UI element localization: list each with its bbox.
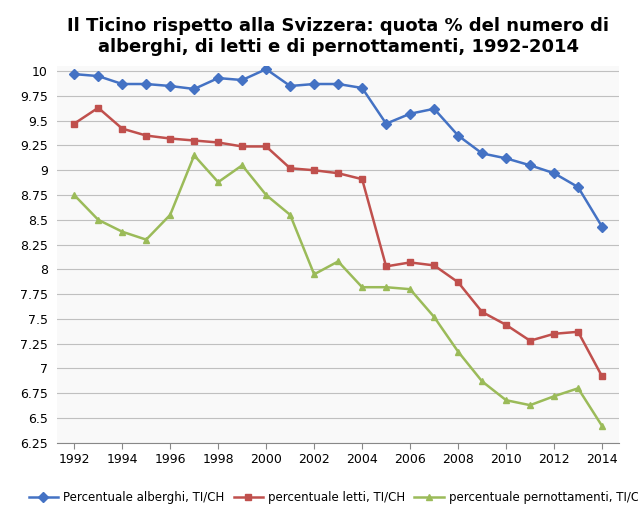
Percentuale alberghi, TI/CH [142,81,150,87]
percentuale pernottamenti, TI/CH [119,229,126,235]
percentuale pernottamenti, TI/CH [382,284,390,290]
Percentuale alberghi, TI/CH [598,223,606,230]
percentuale pernottamenti, TI/CH [526,402,534,408]
Percentuale alberghi, TI/CH [502,155,510,161]
Percentuale alberghi, TI/CH [430,106,438,112]
Line: percentuale letti, TI/CH: percentuale letti, TI/CH [71,104,605,380]
Percentuale alberghi, TI/CH [526,162,534,168]
percentuale letti, TI/CH [167,135,174,142]
Percentuale alberghi, TI/CH [286,83,294,89]
percentuale pernottamenti, TI/CH [94,217,102,223]
percentuale letti, TI/CH [262,144,270,150]
percentuale letti, TI/CH [454,279,462,286]
percentuale letti, TI/CH [598,374,606,380]
percentuale letti, TI/CH [382,263,390,269]
percentuale pernottamenti, TI/CH [190,152,198,158]
Percentuale alberghi, TI/CH [478,150,486,156]
Percentuale alberghi, TI/CH [70,71,78,77]
percentuale pernottamenti, TI/CH [310,271,318,277]
percentuale letti, TI/CH [550,331,558,337]
Line: Percentuale alberghi, TI/CH: Percentuale alberghi, TI/CH [71,66,605,230]
percentuale pernottamenti, TI/CH [550,393,558,399]
Percentuale alberghi, TI/CH [406,110,414,117]
percentuale letti, TI/CH [94,105,102,111]
percentuale letti, TI/CH [239,144,246,150]
percentuale pernottamenti, TI/CH [262,192,270,198]
Percentuale alberghi, TI/CH [574,184,582,190]
percentuale pernottamenti, TI/CH [454,349,462,355]
percentuale letti, TI/CH [119,126,126,132]
percentuale letti, TI/CH [478,309,486,315]
Title: Il Ticino rispetto alla Svizzera: quota % del numero di
alberghi, di letti e di : Il Ticino rispetto alla Svizzera: quota … [67,17,609,56]
percentuale letti, TI/CH [190,137,198,144]
Percentuale alberghi, TI/CH [119,81,126,87]
percentuale letti, TI/CH [214,139,222,146]
percentuale pernottamenti, TI/CH [239,162,246,168]
Percentuale alberghi, TI/CH [334,81,342,87]
percentuale letti, TI/CH [359,176,366,182]
Percentuale alberghi, TI/CH [310,81,318,87]
percentuale pernottamenti, TI/CH [70,192,78,198]
percentuale pernottamenti, TI/CH [478,378,486,384]
percentuale pernottamenti, TI/CH [430,314,438,320]
Percentuale alberghi, TI/CH [167,83,174,89]
percentuale letti, TI/CH [70,121,78,127]
Percentuale alberghi, TI/CH [550,170,558,176]
Percentuale alberghi, TI/CH [190,86,198,92]
percentuale pernottamenti, TI/CH [214,179,222,185]
Percentuale alberghi, TI/CH [214,75,222,81]
Percentuale alberghi, TI/CH [359,85,366,91]
percentuale letti, TI/CH [334,170,342,176]
percentuale letti, TI/CH [526,337,534,344]
percentuale pernottamenti, TI/CH [334,259,342,265]
percentuale letti, TI/CH [142,132,150,138]
Percentuale alberghi, TI/CH [454,132,462,138]
Percentuale alberghi, TI/CH [94,73,102,79]
percentuale pernottamenti, TI/CH [598,423,606,429]
percentuale pernottamenti, TI/CH [142,237,150,243]
percentuale pernottamenti, TI/CH [574,385,582,391]
percentuale pernottamenti, TI/CH [406,286,414,292]
percentuale letti, TI/CH [502,322,510,328]
percentuale pernottamenti, TI/CH [502,397,510,403]
percentuale letti, TI/CH [430,262,438,268]
Legend: Percentuale alberghi, TI/CH, percentuale letti, TI/CH, percentuale pernottamenti: Percentuale alberghi, TI/CH, percentuale… [24,487,638,509]
Percentuale alberghi, TI/CH [382,121,390,127]
percentuale pernottamenti, TI/CH [359,284,366,290]
percentuale pernottamenti, TI/CH [286,212,294,218]
percentuale pernottamenti, TI/CH [167,212,174,218]
percentuale letti, TI/CH [286,165,294,172]
Percentuale alberghi, TI/CH [262,66,270,72]
percentuale letti, TI/CH [310,167,318,173]
Percentuale alberghi, TI/CH [239,77,246,83]
percentuale letti, TI/CH [574,329,582,335]
Line: percentuale pernottamenti, TI/CH: percentuale pernottamenti, TI/CH [71,152,605,430]
percentuale letti, TI/CH [406,260,414,266]
